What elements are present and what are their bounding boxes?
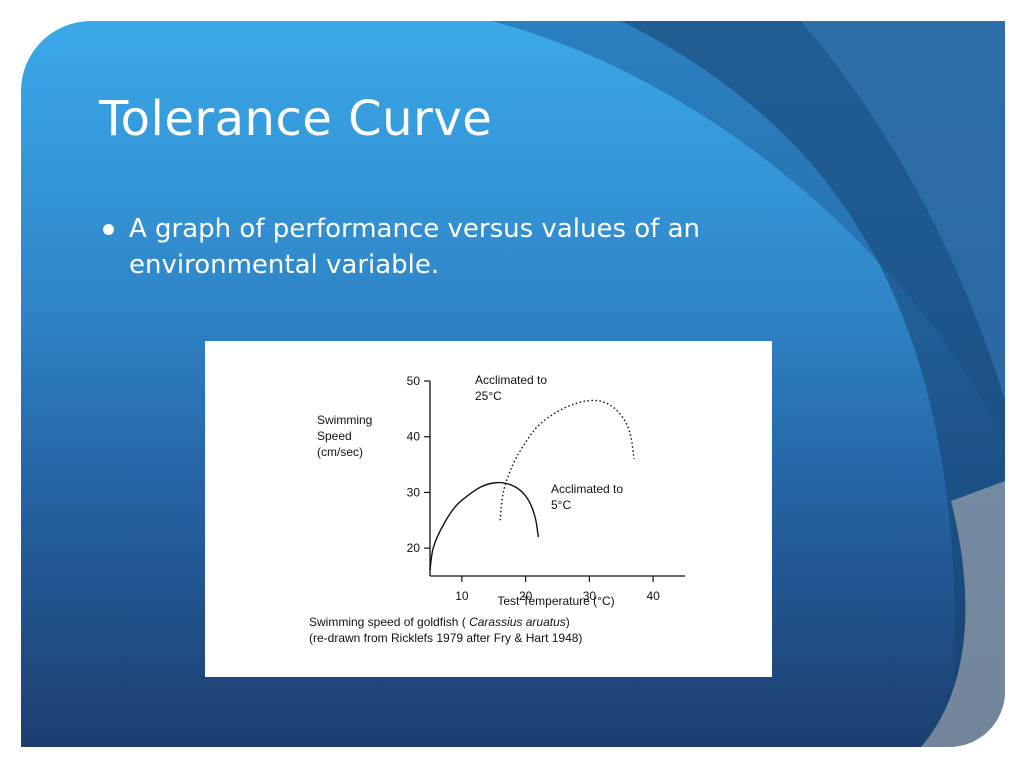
bullet-text: A graph of performance versus values of …	[129, 214, 700, 280]
y-axis-label-line: (cm/sec)	[317, 445, 363, 459]
y-tick-label: 30	[407, 485, 421, 499]
y-tick-label: 20	[407, 541, 421, 555]
caption-text: )	[566, 615, 570, 629]
tolerance-curve-figure: Swimming Speed (cm/sec) Test Temperature…	[205, 341, 772, 677]
x-tick-label: 40	[646, 589, 660, 603]
bullet-list: A graph of performance versus values of …	[103, 211, 803, 283]
x-tick-label: 10	[455, 589, 469, 603]
caption-text: Swimming speed of goldfish (	[309, 615, 469, 629]
series-label-5c-line2: 5°C	[551, 498, 571, 512]
caption-line-2: (re-drawn from Ricklefs 1979 after Fry &…	[309, 631, 582, 645]
series-label-5c-line1: Acclimated to	[551, 482, 623, 496]
caption-species-name: Carassius aruatus	[469, 615, 566, 629]
x-tick-label: 30	[583, 589, 597, 603]
bullet-dot-icon	[103, 224, 114, 235]
tolerance-chart: Swimming Speed (cm/sec) Test Temperature…	[309, 373, 685, 645]
x-tick-label: 20	[519, 589, 533, 603]
slide-title: Tolerance Curve	[99, 91, 493, 147]
y-tick-label: 50	[407, 374, 421, 388]
series-line-acclimated-5c	[429, 481, 540, 571]
x-axis-label: Test Temperature (°C)	[497, 594, 614, 608]
bullet-item: A graph of performance versus values of …	[103, 211, 803, 283]
background-swoosh	[491, 21, 1005, 747]
y-tick-label: 40	[407, 430, 421, 444]
series-label-25c-line2: 25°C	[475, 389, 502, 403]
series-label-25c-line1: Acclimated to	[475, 373, 547, 387]
slide: Tolerance Curve A graph of performance v…	[21, 21, 1005, 747]
y-axis-label: Swimming Speed (cm/sec)	[317, 413, 372, 459]
y-axis-label-line: Swimming	[317, 413, 372, 427]
caption-line-1: Swimming speed of goldfish ( Carassius a…	[309, 615, 570, 629]
y-axis-label-line: Speed	[317, 429, 352, 443]
